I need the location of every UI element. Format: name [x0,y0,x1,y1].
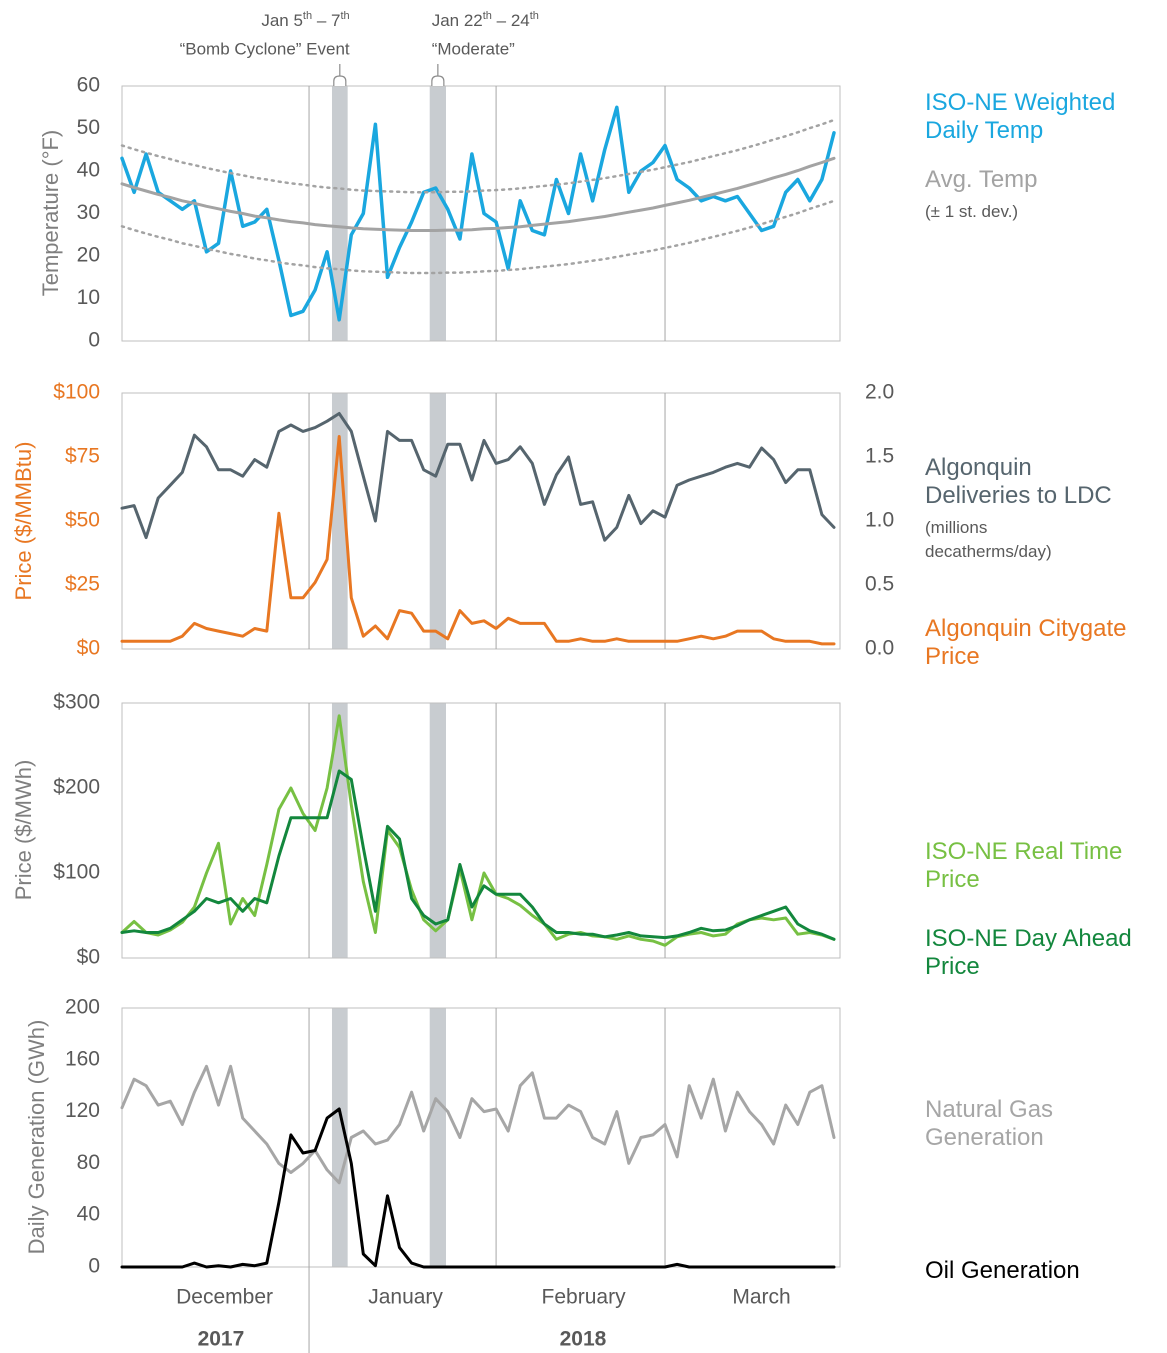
legend-entry: Oil Generation [925,1257,1080,1284]
y-axis-title: Daily Generation (GWh) [24,1020,49,1255]
legend-entry: ISO-NE Real Time Price [925,838,1123,893]
event-label: Jan 5th – 7th [261,10,349,31]
y-tick-label: $200 [53,776,100,799]
y-tick-label: 50 [77,116,100,139]
plot-frame [121,702,841,959]
series-line [120,769,836,941]
event-label: Jan 22th – 24th [432,10,539,31]
series-line [120,1107,836,1269]
year-label: 2018 [560,1328,607,1351]
y-tick-label: $100 [53,381,100,404]
y-tick-label: $25 [65,573,100,596]
y-tick-label: $100 [53,861,100,884]
plot-frame [121,392,841,650]
event-label-part: th [530,10,539,22]
legend-note: (millions decatherms/day) [925,518,1052,561]
y-axis-title: Price ($/MWh) [11,760,36,901]
event-label-part: th [340,10,349,22]
x-tick-label: February [542,1286,627,1309]
event-band [331,1008,348,1267]
series-line [120,156,836,232]
x-tick-label: March [732,1286,790,1309]
event-label-part: th [483,10,492,22]
legend-entry: ISO-NE Weighted Daily Temp [925,89,1116,144]
series-line [120,714,836,947]
event-band [429,393,447,649]
y-tick-label: 40 [77,159,100,182]
y2-tick-label: 0.0 [865,637,894,660]
y-tick-label: $75 [65,445,100,468]
legend-entry: Avg. Temp [925,166,1038,193]
legend-entry: Algonquin Deliveries to LDC [925,454,1112,509]
y-tick-label: $50 [65,509,100,532]
y-tick-label: 60 [77,74,100,97]
y-tick-label: 20 [77,244,100,267]
event-label-part: th [303,10,312,22]
y-tick-label: 200 [65,996,100,1019]
y-tick-label: 120 [65,1099,100,1122]
x-tick-label: December [176,1286,273,1309]
legend-entry: Natural Gas Generation [925,1096,1054,1151]
event-label-part: – 24 [492,11,530,30]
y-tick-label: 40 [77,1203,100,1226]
y-axis-title: Price ($/MMBtu) [11,442,36,601]
series-line [120,435,836,646]
y-tick-label: $0 [77,946,100,969]
event-label-part: Jan 22 [432,11,483,30]
event-band [331,703,348,958]
event-sublabel: “Moderate” [432,39,515,58]
y-tick-label: $0 [77,637,100,660]
y-tick-label: 0 [88,1255,100,1278]
std-dev-band-line [120,118,836,194]
event-band [331,86,348,341]
event-band [429,86,447,341]
y-tick-label: 0 [88,329,100,352]
plot-frame [121,85,841,342]
event-cap [431,75,445,86]
std-dev-band-line [120,199,836,275]
event-band [429,703,447,958]
year-label: 2017 [198,1328,245,1351]
series-line [120,105,836,322]
event-label-part: Jan 5 [261,11,303,30]
series-line [120,1064,836,1185]
y2-tick-label: 1.0 [865,509,894,532]
event-band [429,1008,447,1267]
series-line [120,412,836,542]
y-tick-label: 80 [77,1151,100,1174]
y2-tick-label: 2.0 [865,381,894,404]
y2-tick-label: 0.5 [865,573,894,596]
event-label-part: – 7 [312,11,340,30]
y-tick-label: 160 [65,1047,100,1070]
legend-entry: ISO-NE Day Ahead Price [925,925,1132,980]
plot-frame [121,1007,841,1268]
y2-tick-label: 1.5 [865,445,894,468]
event-sublabel: “Bomb Cyclone” Event [180,39,350,58]
y-tick-label: 30 [77,201,100,224]
event-cap [333,75,347,86]
x-tick-label: January [368,1286,443,1309]
legend-note: (± 1 st. dev.) [925,202,1019,221]
y-tick-label: 10 [77,286,100,309]
y-axis-title: Temperature (°F) [38,130,63,297]
legend-entry: Algonquin Citygate Price [925,615,1127,670]
y-tick-label: $300 [53,691,100,714]
